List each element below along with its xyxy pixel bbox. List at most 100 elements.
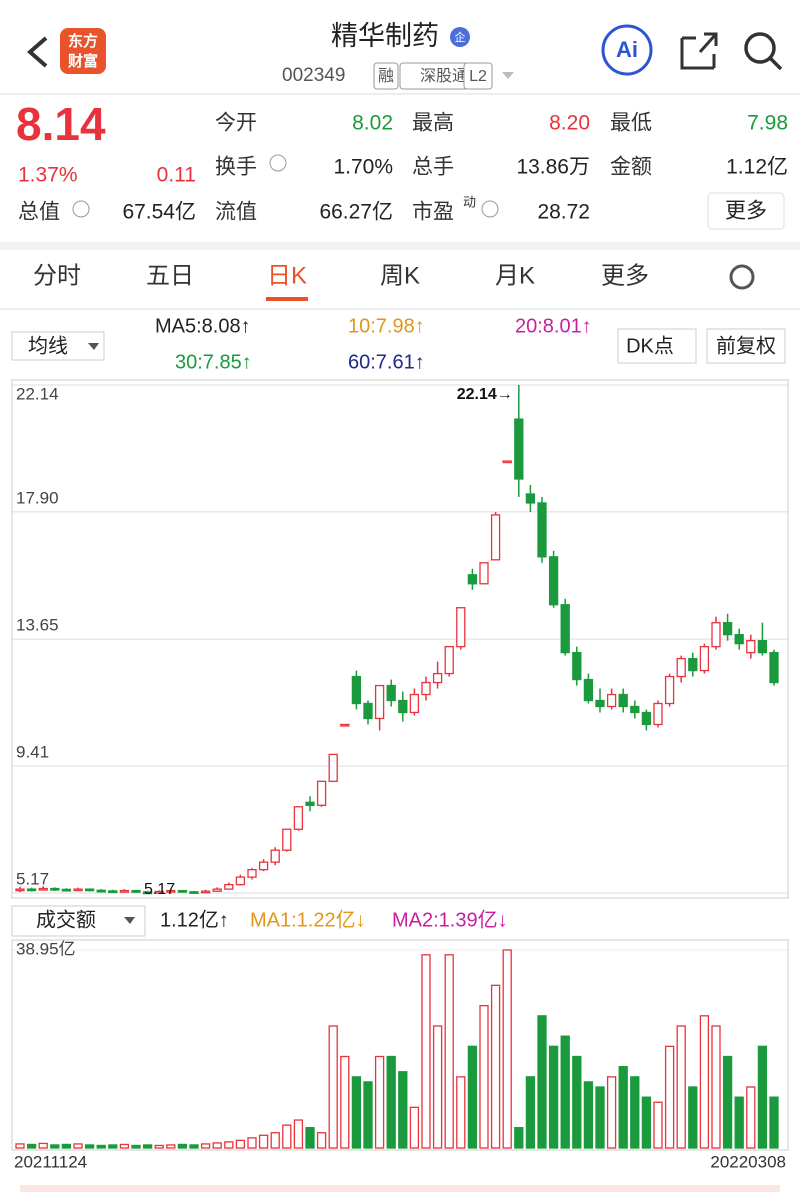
volume-bar [108,1144,118,1149]
candle-body [769,651,779,684]
volume-bar [212,1142,222,1149]
volume-bar [96,1144,106,1149]
tab[interactable]: 分时 [33,262,81,289]
candle-body [363,702,373,720]
volume-bar [595,1086,605,1149]
volume-bar [432,1025,443,1149]
candle-body [119,889,130,893]
candle-body [38,887,48,891]
share-button[interactable] [680,32,718,70]
volume-bar [316,1132,327,1149]
candle-body [50,887,60,891]
ma-dropdown[interactable] [11,331,105,361]
stat-value: 1.70% [333,156,393,179]
candle-body [572,651,582,681]
info-icon[interactable] [481,200,499,218]
tab[interactable]: 五日 [146,262,194,289]
volume-bar [374,1055,385,1149]
volume-bar [514,1127,524,1149]
candle-body [96,889,106,893]
settings-button[interactable] [729,264,755,290]
candle-body [61,888,72,892]
volume-bar [490,984,501,1149]
volume-bar [351,1076,362,1149]
volume-bar [119,1143,130,1149]
candle-body [108,890,118,894]
candle-body [757,639,768,654]
y-tick-label: 13.65 [16,616,59,635]
divider [0,93,800,95]
candle-body [664,675,675,705]
stat-value: 66.27亿 [319,201,393,224]
candle-body [734,634,744,645]
volume-bar [154,1144,164,1149]
volume-bar [282,1124,292,1149]
dk-button[interactable] [617,328,697,364]
volume-bar [676,1025,686,1149]
volume-bar [386,1055,396,1149]
tab[interactable]: 月K [495,262,535,289]
volume-bar [84,1144,95,1149]
volume-bar [200,1143,211,1149]
volume-dropdown-label: 成交额 [36,908,96,931]
tab[interactable]: 日K [267,262,307,289]
candle-body [618,693,628,708]
volume-frame [11,939,789,1151]
tab[interactable]: 周K [380,262,420,289]
candle-body [711,622,721,648]
candle-body [409,693,420,714]
volume-bar [363,1081,373,1149]
candle-body [421,681,431,696]
candle-body [653,702,663,726]
volume-bar [560,1035,570,1149]
ai-button[interactable] [601,24,653,76]
candle-body [467,574,478,585]
change: 0.11 [157,164,196,187]
search-button[interactable] [744,32,776,64]
info-icon[interactable] [72,200,90,218]
candle-body [456,607,466,648]
y-tick-label: 17.90 [16,488,59,507]
candle-body [282,828,292,851]
volume-bar [328,1025,338,1149]
candle-body [490,514,501,561]
candle-body [479,562,489,585]
more-button[interactable] [707,192,785,230]
candle-body [154,890,164,894]
candle-body [514,418,524,480]
volume-value: 1.12亿↑ [160,908,229,931]
candle-body [305,801,315,806]
candle-body [258,861,269,871]
tab[interactable]: 更多 [601,262,649,289]
volume-bar [583,1081,594,1149]
candle-body [212,888,222,892]
volume-dropdown[interactable] [11,905,146,937]
volume-bar [653,1101,663,1149]
volume-bar [769,1096,779,1149]
candle-body [595,699,605,708]
volume-bar [630,1076,640,1149]
candle-body [444,645,454,675]
bottom-strip [20,1185,780,1192]
candle-body [84,888,95,892]
volume-ma2: MA2:1.39亿↓ [392,908,508,931]
volume-bar [26,1143,37,1149]
dropdown-arrow [88,343,99,350]
change-pct: 1.37% [18,164,78,187]
back-button[interactable] [26,36,48,68]
stat-label: 总值 [18,201,60,224]
stock-code: 002349 [282,65,345,86]
stat-label: 流值 [215,201,257,224]
candle-body [386,684,396,702]
dropdown-arrow[interactable] [502,72,514,79]
stat-label: 金额 [610,156,652,179]
info-icon[interactable] [269,154,287,172]
y-tick-label: 9.41 [16,743,49,762]
max-annotation: 22.14→ [457,386,513,403]
stat-value: 8.02 [352,112,393,135]
volume-bar [340,1055,350,1149]
stat-label: 最高 [412,112,454,135]
adjust-button[interactable] [706,328,786,364]
volume-bar [293,1119,304,1149]
badge-text: 企 [455,30,466,44]
